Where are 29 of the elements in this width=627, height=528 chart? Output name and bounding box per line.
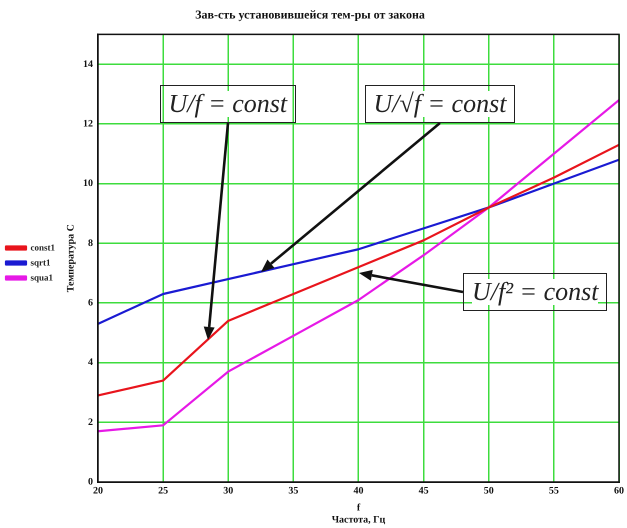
legend-label: const1 (30, 242, 56, 252)
frame: U/f² = const (463, 273, 608, 311)
x-tick-label: 20 (93, 486, 103, 497)
x-axis-title: f Частота, Гц (332, 502, 386, 526)
x-tick-label: 40 (354, 486, 364, 497)
legend-label: sqrt1 (30, 257, 51, 268)
y-tick-label: 2 (88, 416, 93, 428)
annotation: U/√f = const (374, 89, 506, 118)
x-tick-label: 25 (158, 486, 168, 497)
x-tick-label: 45 (418, 486, 429, 497)
y-tick-label: 14 (83, 58, 93, 70)
x-tick-label: 60 (614, 486, 624, 497)
x-tick-label: 30 (223, 486, 234, 497)
y-tick-label: 10 (83, 178, 93, 190)
frame: U/√f = const (364, 85, 516, 123)
chart-title: Зав-сть установившейся тем-ры от закона (195, 7, 425, 22)
y-tick-label: 0 (88, 476, 93, 488)
y-tick-label: 12 (83, 118, 93, 130)
x-tick-label: 50 (484, 486, 494, 497)
y-tick-label: 4 (88, 357, 93, 368)
x-tick-label: 55 (548, 486, 559, 497)
frame: U/f = const (160, 85, 296, 123)
y-tick-label: 8 (88, 238, 93, 249)
legend-label: squa1 (30, 272, 54, 282)
annotation: U/f² = const (472, 277, 598, 306)
annotation: U/f = const (168, 89, 288, 118)
y-tick-label: 6 (88, 298, 93, 309)
y-axis-title: Температура С (66, 224, 77, 292)
x-tick-label: 35 (288, 486, 298, 497)
